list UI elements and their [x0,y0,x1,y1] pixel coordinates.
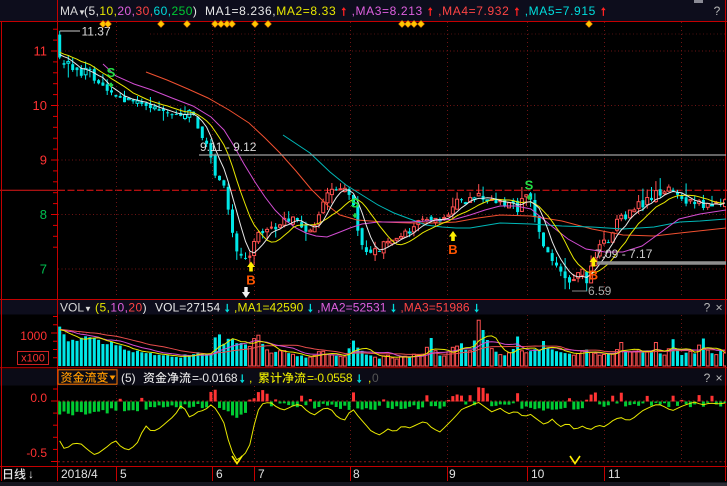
svg-text:VOL▼: VOL▼ [60,301,92,315]
svg-text:×: × [715,371,722,385]
svg-text:0: 0 [372,371,379,385]
svg-text:6: 6 [216,467,223,481]
svg-text:(5,10,20,30,60,250): (5,10,20,30,60,250) [84,4,197,18]
svg-text:MA1=8.236,MA2=8.33 ↑ ,MA3=8.21: MA1=8.236,MA2=8.33 ↑ ,MA3=8.213 ↑ ,MA4=7… [205,3,607,18]
svg-text:B: B [589,268,598,283]
svg-text:0.0: 0.0 [30,391,47,405]
svg-text:(5): (5) [121,371,136,385]
svg-text:↓: ↓ [28,467,34,481]
svg-text:?: ? [714,4,721,18]
svg-text:7: 7 [40,262,47,277]
svg-text:10: 10 [531,467,545,481]
svg-text:8: 8 [40,207,47,222]
svg-text:6.59: 6.59 [588,284,612,298]
svg-text:9: 9 [40,153,47,168]
svg-text:=-0.0558: =-0.0558 [307,371,353,385]
svg-text:S: S [351,196,360,211]
svg-text:11.37: 11.37 [82,25,111,39]
svg-text:9.11 - 9.12: 9.11 - 9.12 [200,140,257,154]
svg-text:=-0.0168: =-0.0168 [192,371,238,385]
svg-text:9: 9 [449,467,456,481]
svg-text:7: 7 [258,467,265,481]
svg-text:,: , [368,371,371,385]
svg-text:↓: ↓ [239,370,246,385]
svg-text:S: S [525,178,534,193]
svg-text:11: 11 [34,44,48,59]
svg-text:B: B [448,242,457,257]
svg-text:11: 11 [608,467,621,481]
svg-text:S: S [107,65,116,80]
svg-text:?: ? [704,301,711,315]
svg-text:5: 5 [120,467,127,481]
svg-text:?: ? [704,371,711,385]
svg-text:×: × [715,301,722,315]
svg-text:10: 10 [33,98,47,113]
svg-text:,: , [249,371,252,385]
svg-text:↓: ↓ [356,370,363,385]
svg-text:VOL=27154 ↓ ,MA1=42590 ↓ ,MA2=: VOL=27154 ↓ ,MA1=42590 ↓ ,MA2=52531 ↓ ,M… [155,300,480,315]
svg-text:x100: x100 [21,353,45,365]
svg-text:B: B [246,273,255,288]
svg-text:8: 8 [353,467,360,481]
svg-text:MA▼: MA▼ [60,4,86,18]
svg-text:2018/4: 2018/4 [61,467,98,481]
svg-text:1000: 1000 [20,329,47,343]
svg-text:-0.5: -0.5 [26,446,47,460]
svg-text:(5,10,20): (5,10,20) [95,301,147,315]
svg-text:7.09 - 7.17: 7.09 - 7.17 [595,247,653,261]
